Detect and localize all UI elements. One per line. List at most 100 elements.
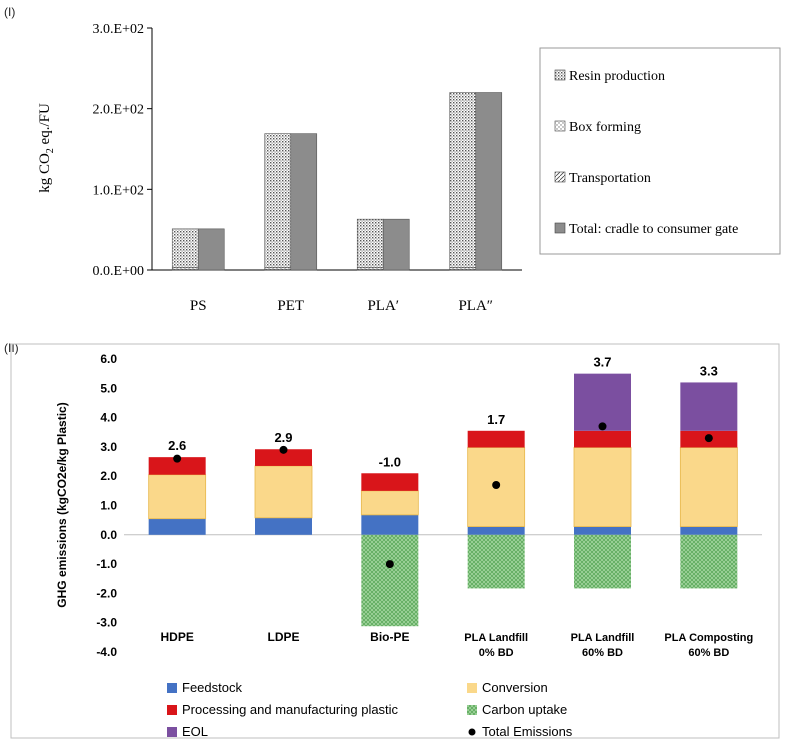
legend-marker-total <box>468 728 476 736</box>
total-emissions-label: 1.7 <box>487 412 505 427</box>
total-emissions-label: 3.3 <box>700 363 718 378</box>
panel-1-x-tick-label: PET <box>277 298 304 314</box>
panel-1-y-labels: 0.0.E+00 1.0.E+02 2.0.E+02 3.0.E+02 <box>93 22 144 279</box>
legend-swatch-resin <box>554 69 566 81</box>
bar-carbon-uptake <box>361 534 419 627</box>
total-emissions-label: -1.0 <box>379 454 401 469</box>
total-emissions-point <box>173 454 182 463</box>
bar-processing <box>148 457 206 475</box>
bar-feedstock <box>574 526 631 535</box>
panel-1-y-tick-label: 2.0.E+02 <box>93 103 144 118</box>
total-emissions-label: 3.7 <box>593 355 611 370</box>
legend-label-eol: EOL <box>182 724 208 739</box>
panel-2-x-tick-label: 60% BD <box>688 647 729 659</box>
panel-2-x-tick-label: HDPE <box>160 630 193 644</box>
panel-label-1: (I) <box>4 5 15 19</box>
bar-total <box>475 92 503 271</box>
panel-1-x-tick-label: PLA″ <box>458 298 493 314</box>
panel-2-y-tick-label: 1.0 <box>100 499 117 513</box>
total-emissions-label: 2.9 <box>274 430 292 445</box>
panel-2-y-labels: -4.0 -3.0 -2.0 -1.0 0.0 1.0 2.0 3.0 4.0 5.0 6.0 <box>96 352 117 659</box>
panel-1-y-tick-label: 1.0.E+02 <box>93 183 144 198</box>
panel-2-x-tick-label: PLA Composting <box>664 632 753 644</box>
panel-2-y-tick-label: 5.0 <box>100 381 117 395</box>
legend-swatch-eol <box>167 727 177 737</box>
bar-carbon-uptake <box>680 534 738 589</box>
panel-2-y-tick-label: 4.0 <box>100 411 117 425</box>
bar-carbon-uptake <box>467 534 525 589</box>
bar-feedstock <box>361 514 419 535</box>
panel-2-y-tick-label: -1.0 <box>96 557 117 571</box>
panel-2-total-labels: 2.6 2.9 -1.0 1.7 3.7 3.3 <box>168 355 718 470</box>
bar-feedstock <box>255 517 312 535</box>
legend-swatch-total <box>554 222 566 234</box>
total-emissions-point <box>704 434 713 443</box>
panel-2-x-tick-label: PLA Landfill <box>571 632 635 644</box>
panel-2-y-tick-label: 6.0 <box>100 352 117 366</box>
panel-1-x-labels: PS PET PLA′ PLA″ <box>190 298 493 314</box>
panel-2-y-tick-label: 2.0 <box>100 469 117 483</box>
total-emissions-point <box>385 560 394 569</box>
legend-label-conversion: Conversion <box>482 680 548 695</box>
bar-feedstock <box>148 518 206 535</box>
bar-processing <box>361 473 419 491</box>
legend-label-total: Total: cradle to consumer gate <box>569 222 738 237</box>
total-emissions-point <box>492 480 501 489</box>
panel-2-y-tick-label: -4.0 <box>96 645 117 659</box>
panel-1-x-tick-label: PLA′ <box>367 298 399 314</box>
legend-swatch-processing <box>167 705 177 715</box>
bar-conversion <box>573 447 632 527</box>
bar-processing <box>255 449 312 466</box>
legend-label-carbon-uptake: Carbon uptake <box>482 702 567 717</box>
panel-1-bars <box>171 92 503 271</box>
panel-2-y-tick-label: 0.0 <box>100 528 117 542</box>
panel-2-bars <box>148 373 738 627</box>
svg-text:GHG emissions (kgCO2e/kg Plast: GHG emissions (kgCO2e/kg Plastic) <box>55 402 69 607</box>
legend-label-resin: Resin production <box>569 69 665 84</box>
bar-total <box>290 133 318 271</box>
bar-resin-production <box>449 92 477 268</box>
bar-processing <box>467 430 525 448</box>
panel-2-y-tick-label: -3.0 <box>96 616 117 630</box>
panel-2-x-tick-label: 60% BD <box>582 647 623 659</box>
bar-conversion <box>254 465 313 519</box>
panel-2-x-tick-label: Bio-PE <box>370 630 409 644</box>
bar-total <box>197 228 225 271</box>
panel-1-y-tick-label: 0.0.E+00 <box>93 264 144 279</box>
panel-2-y-tick-label: 3.0 <box>100 440 117 454</box>
total-emissions-point <box>598 422 607 431</box>
panel-2-x-tick-label: PLA Landfill <box>464 632 528 644</box>
legend-label-processing: Processing and manufacturing plastic <box>182 702 399 717</box>
bar-eol <box>574 373 631 431</box>
total-emissions-label: 2.6 <box>168 438 186 453</box>
panel-2-x-tick-label: LDPE <box>267 630 299 644</box>
svg-text:kg CO2 eq./FU: kg CO2 eq./FU <box>37 103 56 193</box>
bar-resin-production <box>356 218 384 268</box>
panel-2-frame <box>10 343 780 739</box>
panel-1-legend-frame <box>539 47 781 255</box>
bar-conversion <box>148 474 207 520</box>
panel-1-legend: Resin production Box forming Transportat… <box>539 47 781 255</box>
legend-swatch-box <box>554 120 566 132</box>
legend-swatch-feedstock <box>167 683 177 693</box>
panel-2-legend: Feedstock Conversion Processing and manu… <box>167 680 573 739</box>
panel-2-x-tick-label: 0% BD <box>479 647 514 659</box>
panel-2-x-labels: HDPE LDPE Bio-PE PLA Landfill 0% BD PLA Landf… <box>160 630 753 659</box>
bar-conversion <box>679 447 738 527</box>
bar-resin-production <box>171 228 199 268</box>
panel-1-yaxis-title: kg CO2 eq./FU <box>37 103 56 193</box>
panel-1-x-tick-label: PS <box>190 298 207 314</box>
panel-2-y-tick-label: -2.0 <box>96 586 117 600</box>
bar-feedstock <box>467 526 525 535</box>
bar-eol <box>680 382 738 431</box>
bar-feedstock <box>680 526 738 535</box>
legend-swatch-carbon-uptake <box>467 705 477 715</box>
bar-processing <box>574 430 631 448</box>
bar-carbon-uptake <box>574 534 631 589</box>
legend-label-transport: Transportation <box>569 171 651 186</box>
panel-2-total-points <box>173 422 713 569</box>
panel-2-yaxis-title: GHG emissions (kgCO2e/kg Plastic) <box>55 402 69 607</box>
total-emissions-point <box>279 445 288 454</box>
legend-label-total-emissions: Total Emissions <box>482 724 573 739</box>
